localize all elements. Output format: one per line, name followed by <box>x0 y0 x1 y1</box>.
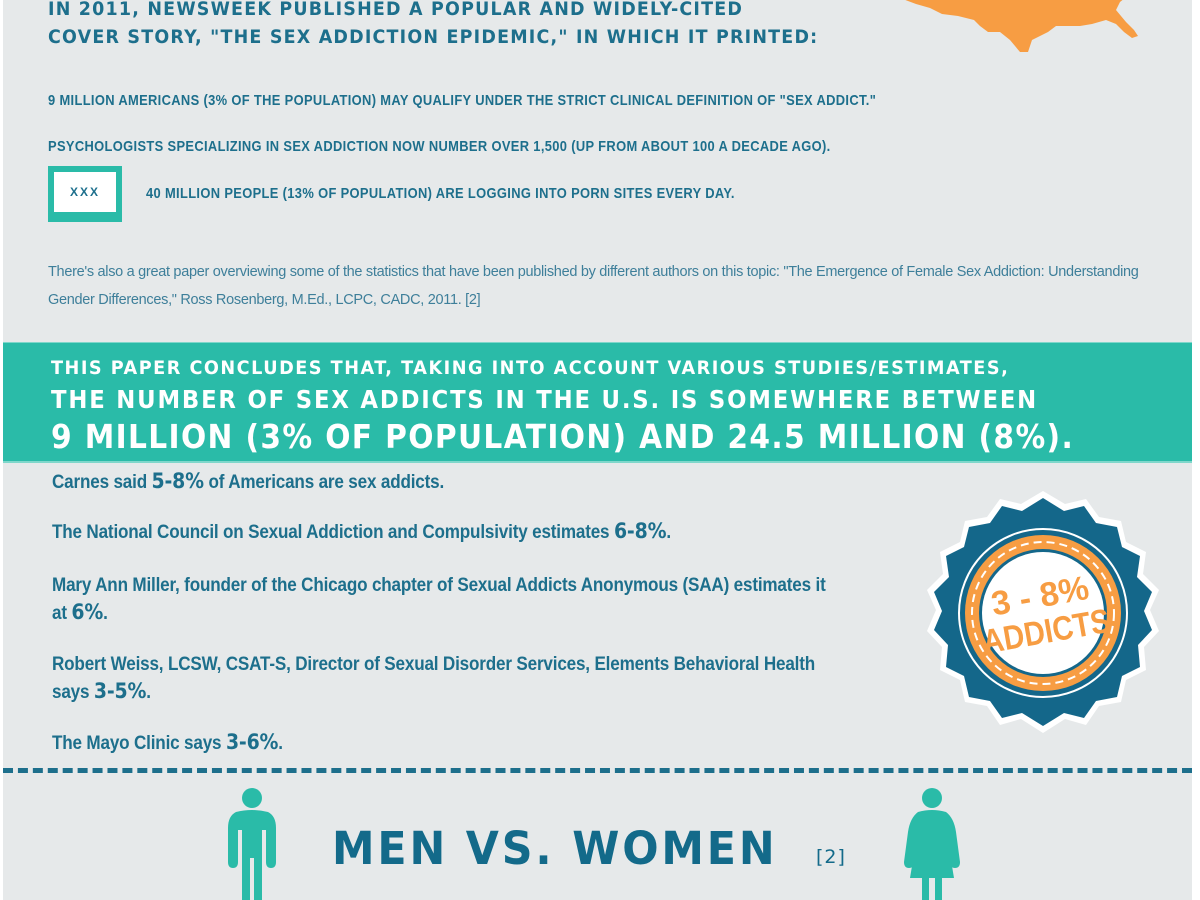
estimate-text: Carnes said <box>52 472 152 493</box>
conclusion-band: This paper concludes that, taking into a… <box>3 342 1192 463</box>
estimate-text: The Mayo Clinic says <box>52 733 226 754</box>
estimate-text: . <box>103 603 108 624</box>
conclusion-line-2: the number of sex addicts in the U.S. is… <box>51 385 1039 414</box>
fact-9-million: 9 MILLION AMERICANS (3% OF THE POPULATIO… <box>48 92 877 109</box>
estimate-text: . <box>278 733 283 754</box>
estimate-text: Mary Ann Miller, founder of the Chicago … <box>52 575 826 624</box>
xxx-screen-icon: XXX <box>48 166 122 222</box>
paper-note: There's also a great paper overviewing s… <box>48 264 1139 308</box>
estimate-text: Robert Weiss, LCSW, CSAT-S, Director of … <box>52 654 816 703</box>
woman-icon <box>904 788 960 900</box>
estimate-mary-ann-miller: Mary Ann Miller, founder of the Chicago … <box>52 573 826 627</box>
men-vs-women-title: MEN VS. WOMEN <box>332 822 778 875</box>
conclusion-line-1: This paper concludes that, taking into a… <box>51 357 1010 379</box>
estimate-value: 3-6% <box>225 730 279 754</box>
us-map-icon <box>905 0 1138 52</box>
intro-headline-line-1: In 2011, Newsweek published a popular an… <box>48 0 744 20</box>
fact-psychologists: PSYCHOLOGISTS SPECIALIZING IN SEX ADDICT… <box>48 138 831 155</box>
fact-40-million: 40 MILLION PEOPLE (13% OF POPULATION) AR… <box>146 185 735 202</box>
xxx-label: XXX <box>54 172 116 212</box>
estimate-text: . <box>666 522 671 543</box>
estimate-text: of Americans are sex addicts. <box>203 472 445 493</box>
estimate-value: 5-8% <box>151 469 205 493</box>
estimate-national-council: The National Council on Sexual Addiction… <box>52 518 826 546</box>
estimate-carnes: Carnes said 5-8% of Americans are sex ad… <box>52 468 826 496</box>
estimate-robert-weiss: Robert Weiss, LCSW, CSAT-S, Director of … <box>52 652 826 706</box>
estimate-text: The National Council on Sexual Addiction… <box>52 522 614 543</box>
man-icon <box>228 788 276 900</box>
intro-headline-line-2: cover story, "The Sex Addiction Epidemic… <box>48 26 819 48</box>
addicts-seal-badge: 3 - 8% ADDICTS <box>927 491 1159 733</box>
estimate-value: 6-8% <box>613 519 667 543</box>
estimate-value: 6% <box>71 600 104 624</box>
estimate-text: . <box>146 682 151 703</box>
estimate-mayo-clinic: The Mayo Clinic says 3-6%. <box>52 729 826 757</box>
men-vs-women-reference: [2] <box>816 846 846 868</box>
conclusion-line-3: 9 million (3% of population) and 24.5 mi… <box>51 417 1075 456</box>
section-divider <box>3 768 1192 773</box>
estimate-value: 3-5% <box>93 679 147 703</box>
